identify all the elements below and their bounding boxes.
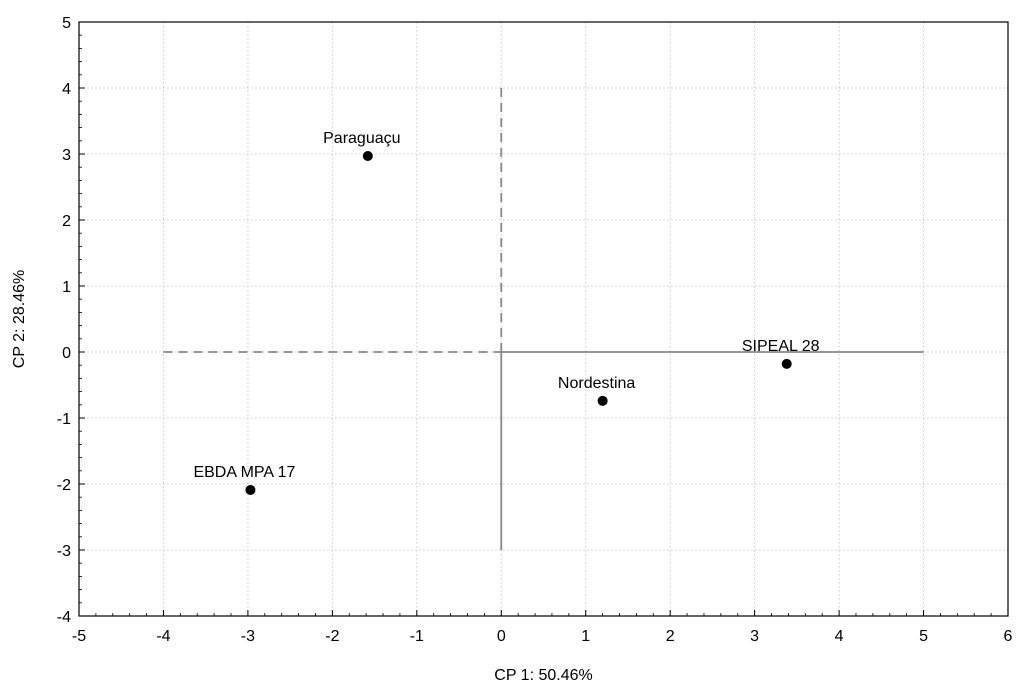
data-point-label: Paraguaçu: [323, 130, 400, 147]
x-tick-label: -3: [241, 628, 255, 645]
data-point: [362, 150, 373, 161]
y-tick-label: -3: [57, 543, 71, 560]
data-point: [781, 358, 792, 369]
plot-frame: [78, 21, 1009, 617]
x-tick-label: -5: [72, 628, 86, 645]
axis-ticks: [78, 21, 1009, 617]
x-tick-label: -4: [156, 628, 170, 645]
point-labels: Paraguaçu EBDA MPA 17 Nordestina SIPEAL 28: [193, 130, 819, 481]
y-axis-title: CP 2: 28.46%: [11, 270, 28, 368]
x-tick-label: 0: [497, 628, 506, 645]
x-tick-label: 4: [835, 628, 844, 645]
data-point: [245, 484, 256, 495]
x-tick-labels: -5 -4 -3 -2 -1 0 1 2 3 4 5 6: [72, 628, 1013, 645]
y-tick-labels: -4 -3 -2 -1 0 1 2 3 4 5: [57, 15, 71, 626]
x-tick-label: -1: [410, 628, 424, 645]
y-tick-label: 1: [62, 279, 71, 296]
data-point: [597, 395, 608, 406]
reference-lines: [163, 88, 924, 550]
y-tick-label: 2: [62, 213, 71, 230]
y-tick-label: 3: [62, 147, 71, 164]
x-tick-label: -2: [325, 628, 339, 645]
data-point-label: Nordestina: [558, 375, 635, 392]
x-tick-label: 1: [581, 628, 590, 645]
y-tick-label: -1: [57, 411, 71, 428]
x-tick-label: 3: [750, 628, 759, 645]
x-tick-label: 5: [919, 628, 928, 645]
data-point-label: EBDA MPA 17: [193, 464, 295, 481]
x-axis-title: CP 1: 50.46%: [494, 667, 592, 684]
data-point-label: SIPEAL 28: [742, 338, 820, 355]
y-tick-label: 5: [62, 15, 71, 32]
y-tick-label: -2: [57, 477, 71, 494]
y-tick-label: -4: [57, 609, 71, 626]
x-tick-label: 6: [1004, 628, 1013, 645]
data-points: [245, 150, 792, 495]
y-tick-label: 0: [62, 345, 71, 362]
grid-lines: [79, 22, 1008, 616]
x-tick-label: 2: [666, 628, 675, 645]
y-tick-label: 4: [62, 81, 71, 98]
